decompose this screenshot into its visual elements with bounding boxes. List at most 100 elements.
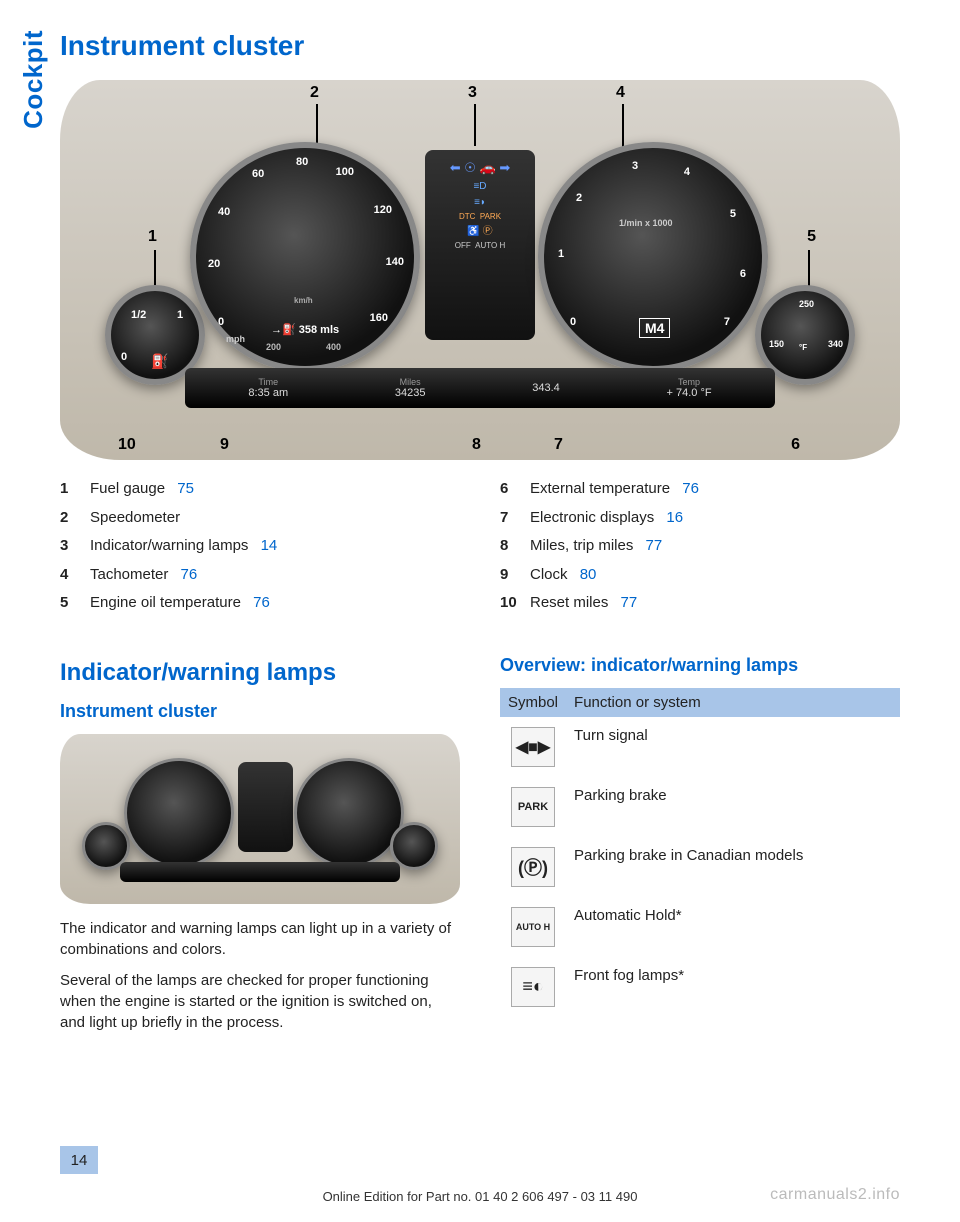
lcd-time: Time 8:35 am	[248, 377, 288, 399]
subheading-overview: Overview: indicator/warning lamps	[500, 655, 900, 676]
speedo-range: →⛽ 358 mls	[271, 323, 339, 336]
legend-row: 8 Miles, trip miles 77	[500, 535, 900, 558]
subheading-instrument-cluster: Instrument cluster	[60, 701, 460, 722]
callout-8: 8	[472, 436, 481, 454]
legend-label: Reset miles 77	[530, 592, 900, 615]
legend-label: Electronic displays 16	[530, 507, 900, 530]
text-icon: PARK	[511, 787, 555, 827]
lcd-miles: Miles 34235	[395, 377, 426, 399]
legend-row: 3 Indicator/warning lamps 14	[60, 535, 460, 558]
tacho-unit: 1/min x 1000	[619, 218, 673, 228]
callout-6: 6	[791, 436, 800, 454]
legend-page-ref[interactable]: 16	[666, 509, 683, 526]
legend-row: 4 Tachometer 76	[60, 564, 460, 587]
callout-4: 4	[616, 84, 625, 102]
legend-label: Speedometer	[90, 507, 460, 530]
legend-label: Indicator/warning lamps 14	[90, 535, 460, 558]
symbol-table-row: ≡◐ Front fog lamps*	[500, 957, 900, 1017]
callout-10: 10	[118, 436, 136, 454]
legend-col-left: 1 Fuel gauge 75 2 Speedometer 3 Indicator/war…	[60, 478, 460, 621]
legend-page-ref[interactable]: 76	[682, 480, 699, 497]
page-content: Instrument cluster 2 3 4 1 5 0 1/2 1 ⛽ 0…	[0, 0, 960, 1083]
legend-number: 10	[500, 592, 520, 615]
section-heading-warning-lamps: Indicator/warning lamps	[60, 659, 460, 687]
symbol-table-header-function: Function or system	[566, 688, 900, 717]
paragraph-2: Several of the lamps are checked for pro…	[60, 970, 460, 1033]
legend-row: 9 Clock 80	[500, 564, 900, 587]
legend-row: 2 Speedometer	[60, 507, 460, 530]
symbol-table-row: (Ⓟ) Parking brake in Canadian models	[500, 837, 900, 897]
symbol-function-text: Parking brake	[566, 777, 900, 837]
center-warning-panel: ⬅ ☉ 🚗 ➡ ≡D ≡◗ DTC PARK ♿ Ⓟ OFF AUTO H	[425, 150, 535, 340]
legend-page-ref[interactable]: 80	[580, 566, 597, 583]
paragraph-1: The indicator and warning lamps can ligh…	[60, 918, 460, 960]
legend-label: Miles, trip miles 77	[530, 535, 900, 558]
symbol-table-header-symbol: Symbol	[500, 688, 566, 717]
legend-number: 3	[60, 535, 80, 558]
symbol-table: Symbol Function or system ◀■▶ Turn signal…	[500, 688, 900, 1017]
legend-page-ref[interactable]: 77	[646, 537, 663, 554]
legend-label: Fuel gauge 75	[90, 478, 460, 501]
symbol-function-text: Automatic Hold*	[566, 897, 900, 957]
lcd-temp: Temp + 74.0 °F	[667, 377, 712, 399]
symbol-function-text: Front fog lamps*	[566, 957, 900, 1017]
symbol-cell: AUTO H	[500, 897, 566, 957]
circled-icon: (Ⓟ)	[511, 847, 555, 887]
page-title: Instrument cluster	[60, 30, 900, 62]
legend-number: 2	[60, 507, 80, 530]
symbol-table-row: AUTO HAutomatic Hold*	[500, 897, 900, 957]
legend-number: 4	[60, 564, 80, 587]
legend-label: External temperature 76	[530, 478, 900, 501]
legend-row: 5 Engine oil temperature 76	[60, 592, 460, 615]
lcd-trip: 343.4	[532, 382, 560, 394]
callout-1: 1	[148, 228, 157, 246]
legend-row: 6 External temperature 76	[500, 478, 900, 501]
symbol-table-row: ◀■▶ Turn signal	[500, 717, 900, 777]
legend-row: 10 Reset miles 77	[500, 592, 900, 615]
legend-number: 7	[500, 507, 520, 530]
callout-7: 7	[554, 436, 563, 454]
callout-9: 9	[220, 436, 229, 454]
symbol-cell: ◀■▶	[500, 717, 566, 777]
legend-page-ref[interactable]: 76	[253, 594, 270, 611]
right-column: Overview: indicator/warning lamps Symbol…	[500, 649, 900, 1017]
arrows-icon: ◀■▶	[511, 727, 555, 767]
legend-number: 9	[500, 564, 520, 587]
legend-col-right: 6 External temperature 76 7 Electronic disp…	[500, 478, 900, 621]
legend-row: 7 Electronic displays 16	[500, 507, 900, 530]
legend-number: 8	[500, 535, 520, 558]
legend-number: 6	[500, 478, 520, 501]
callout-5: 5	[807, 228, 816, 246]
fog-icon: ≡◐	[511, 967, 555, 1007]
symbol-function-text: Parking brake in Canadian models	[566, 837, 900, 897]
watermark: carmanuals2.info	[770, 1186, 900, 1204]
cluster-legend: 1 Fuel gauge 75 2 Speedometer 3 Indicator/war…	[60, 478, 900, 621]
symbol-cell: ≡◐	[500, 957, 566, 1017]
callout-2: 2	[310, 84, 319, 102]
legend-page-ref[interactable]: 75	[177, 480, 194, 497]
legend-label: Clock 80	[530, 564, 900, 587]
tachometer-gauge: 0 1 2 3 4 5 6 7 1/min x 1000 M4	[538, 142, 768, 372]
symbol-table-row: PARK Parking brake	[500, 777, 900, 837]
legend-page-ref[interactable]: 14	[261, 537, 278, 554]
page-number: 14	[60, 1146, 98, 1174]
callout-3: 3	[468, 84, 477, 102]
symbol-cell: (Ⓟ)	[500, 837, 566, 897]
legend-row: 1 Fuel gauge 75	[60, 478, 460, 501]
legend-label: Engine oil temperature 76	[90, 592, 460, 615]
fuel-icon: ⛽	[151, 353, 168, 370]
speedo-unit-mph: mph	[226, 334, 245, 344]
legend-number: 5	[60, 592, 80, 615]
legend-number: 1	[60, 478, 80, 501]
legend-page-ref[interactable]: 77	[621, 594, 638, 611]
legend-page-ref[interactable]: 76	[181, 566, 198, 583]
speedometer-gauge: 0 20 40 60 80 100 120 140 160 mph km/h →…	[190, 142, 420, 372]
small-cluster-figure	[60, 734, 460, 904]
speedo-unit-kmh: km/h	[294, 296, 313, 305]
symbol-function-text: Turn signal	[566, 717, 900, 777]
symbol-cell: PARK	[500, 777, 566, 837]
legend-label: Tachometer 76	[90, 564, 460, 587]
tacho-gear: M4	[639, 318, 670, 338]
left-column: Indicator/warning lamps Instrument clust…	[60, 649, 460, 1043]
instrument-cluster-figure: 2 3 4 1 5 0 1/2 1 ⛽ 0 20 40 60 80 100 12…	[60, 80, 900, 460]
